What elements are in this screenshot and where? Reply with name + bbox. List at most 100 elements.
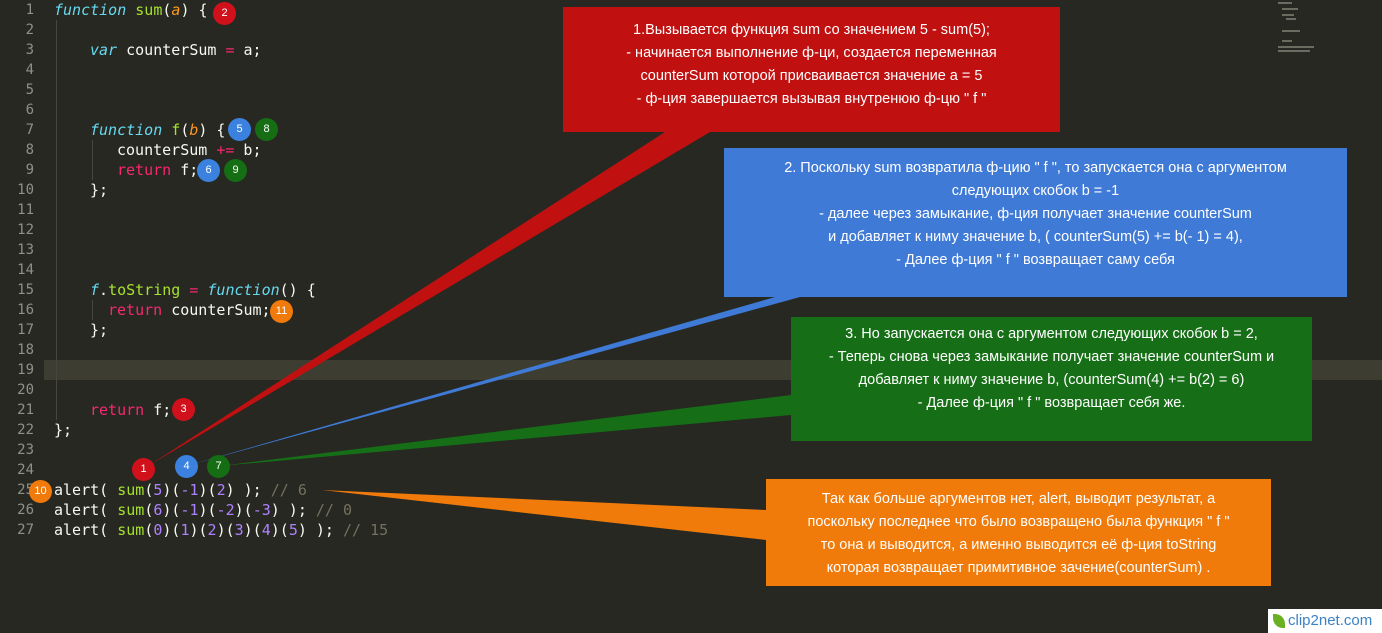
callout-line: поскольку последнее что было возвращено … [807, 514, 1230, 530]
code-token: ( [144, 501, 154, 519]
watermark-text: clip2net.com [1288, 612, 1373, 629]
line-number: 16 [17, 302, 34, 318]
code-line-21[interactable]: return f; [90, 400, 171, 420]
code-token: 5 [288, 521, 298, 539]
code-token: ) ); [270, 501, 316, 519]
code-token: )( [162, 501, 181, 519]
code-token: () { [279, 281, 316, 299]
code-line-25[interactable]: alert( sum(5)(-1)(2) ); // 6 [54, 480, 307, 500]
code-token: f [171, 121, 181, 139]
code-line-27[interactable]: alert( sum(0)(1)(2)(3)(4)(5) ); // 15 [54, 520, 388, 540]
callout-line: - Далее ф-ция " f " возвращает себя же. [917, 395, 1186, 411]
code-token: -1 [180, 481, 199, 499]
code-token: b [189, 121, 199, 139]
step-badge-3: 3 [172, 398, 195, 421]
code-line-9[interactable]: return f; [117, 160, 198, 180]
line-number: 26 [17, 502, 34, 518]
callout-line: 3. Но запускается она с аргументом следу… [845, 326, 1258, 342]
code-token: sum [117, 501, 145, 519]
code-token: return [90, 401, 145, 419]
step-badge-6: 6 [197, 159, 220, 182]
line-number: 6 [25, 102, 34, 118]
code-line-15[interactable]: f.toString = function() { [90, 280, 316, 300]
line-number: 9 [25, 162, 34, 178]
line-number: 23 [17, 442, 34, 458]
code-token: ( [144, 481, 154, 499]
code-token: 5 [153, 481, 163, 499]
code-line-22[interactable]: }; [54, 420, 72, 440]
code-token: -1 [180, 501, 199, 519]
code-token: )( [162, 481, 181, 499]
code-token: )( [198, 501, 217, 519]
code-line-17[interactable]: }; [90, 320, 108, 340]
callout-line: - Теперь снова через замыкание получает … [828, 349, 1275, 365]
code-token: a [171, 1, 181, 19]
line-number-gutter: 1 2 3 4 5 6 7 8 9 10 11 12 13 14 15 16 1… [0, 0, 44, 633]
line-number: 8 [25, 142, 34, 158]
line-number: 10 [17, 182, 34, 198]
code-token: ( [162, 1, 172, 19]
code-line-10[interactable]: }; [90, 180, 108, 200]
line-number: 20 [17, 382, 34, 398]
callout-line: - далее через замыкание, ф-ция получает … [819, 206, 1252, 222]
green-connector [220, 395, 791, 466]
code-token: 4 [261, 521, 271, 539]
callout-line: и добавляет к ниму значение b, ( counter… [828, 229, 1243, 245]
indent-guide [92, 300, 93, 320]
code-token: -2 [216, 501, 235, 519]
callout-line: 1.Вызывается функция sum со значением 5 … [633, 22, 990, 38]
step-badge-8: 8 [255, 118, 278, 141]
code-token: f [90, 281, 100, 299]
line-number: 18 [17, 342, 34, 358]
clip2net-watermark: clip2net.com [1268, 609, 1382, 633]
line-number: 24 [17, 462, 34, 478]
blue-connector [186, 297, 800, 466]
code-line-26[interactable]: alert( sum(6)(-1)(-2)(-3) ); // 0 [54, 500, 352, 520]
code-token: function [90, 121, 163, 139]
code-line-3[interactable]: var counterSum = a; [90, 40, 262, 60]
callout-line: Так как больше аргументов нет, alert, вы… [821, 491, 1216, 507]
indent-guide [56, 20, 57, 420]
line-number: 4 [25, 62, 34, 78]
code-token: }; [54, 421, 73, 439]
code-token: )( [234, 501, 253, 519]
code-line-1[interactable]: function sum(a) { [54, 0, 208, 20]
code-token: ) { [180, 1, 208, 19]
line-number: 12 [17, 222, 34, 238]
code-token: sum [117, 521, 145, 539]
indent-guide [92, 140, 93, 180]
code-line-8[interactable]: counterSum += b; [117, 140, 262, 160]
code-token: }; [90, 321, 109, 339]
code-token: += [216, 141, 235, 159]
code-token: // 6 [270, 481, 307, 499]
line-number: 14 [17, 262, 34, 278]
code-token: sum [117, 481, 145, 499]
code-token: )( [216, 521, 235, 539]
step-badge-1: 1 [132, 458, 155, 481]
line-number: 17 [17, 322, 34, 338]
code-line-7[interactable]: function f(b) { [90, 120, 225, 140]
code-token: function [207, 281, 280, 299]
code-token: = [225, 41, 235, 59]
step-badge-11: 11 [270, 300, 293, 323]
code-line-16[interactable]: return counterSum; [108, 300, 271, 320]
code-token: 2 [207, 521, 217, 539]
callout-line: которая возвращает примитивное зачение(c… [826, 560, 1211, 576]
callout-line: - Далее ф-ция " f " возвращает саму себя [896, 252, 1175, 268]
code-token: }; [90, 181, 109, 199]
code-token: 2 [216, 481, 226, 499]
code-token: 1 [180, 521, 190, 539]
code-token: -3 [252, 501, 271, 519]
code-token: sum [135, 1, 163, 19]
callout-line: - ф-ция завершается вызывая внутренюю ф-… [636, 91, 987, 107]
code-token: return [117, 161, 172, 179]
step-badge-9: 9 [224, 159, 247, 182]
minimap[interactable] [1272, 0, 1332, 60]
code-token: ) ); [297, 521, 343, 539]
callout-line: counterSum которой присваивается значени… [640, 68, 983, 84]
code-token: 0 [153, 521, 163, 539]
code-token: alert( [54, 521, 118, 539]
line-number: 21 [17, 402, 34, 418]
callout-line: добавляет к ниму значение b, (counterSum… [858, 372, 1245, 388]
